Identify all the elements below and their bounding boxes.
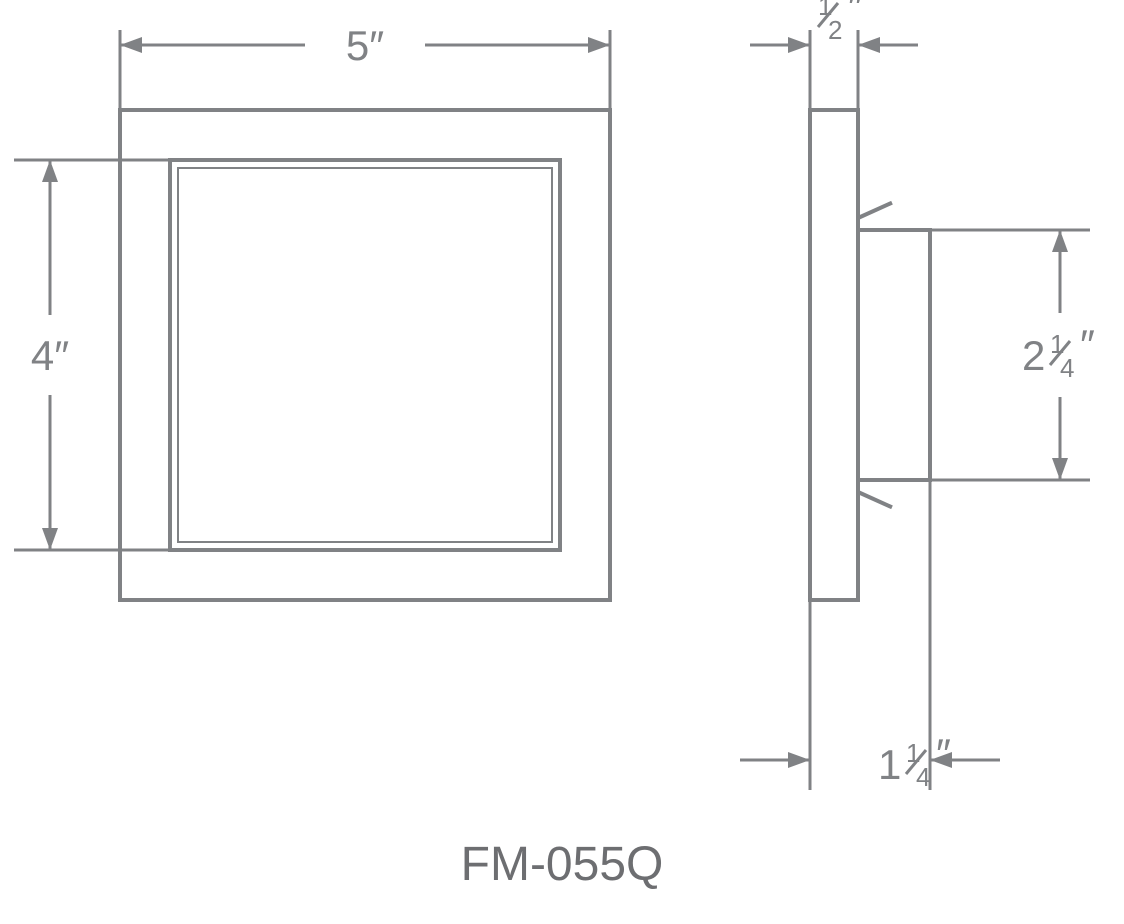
svg-text:4: 4	[1060, 353, 1074, 383]
front-view	[14, 30, 610, 600]
svg-text:1: 1	[878, 741, 901, 788]
dim-5in: 5″	[346, 22, 384, 69]
dim-half-in: 12″	[818, 0, 863, 45]
dim-1-1-4-in: 114″	[878, 730, 951, 792]
svg-text:2: 2	[1022, 332, 1045, 379]
dim-4in: 4″	[31, 332, 69, 379]
svg-text:2: 2	[828, 15, 842, 45]
svg-text:″: ″	[848, 0, 863, 30]
svg-text:″: ″	[1080, 321, 1095, 368]
dim-2-1-4-in: 214″	[1022, 321, 1095, 383]
side-view	[740, 30, 1090, 790]
technical-drawing: 5″4″12″214″114″FM-055Q	[0, 0, 1124, 924]
svg-text:4: 4	[916, 762, 930, 792]
part-number: FM-055Q	[461, 838, 664, 891]
svg-text:″: ″	[936, 730, 951, 777]
